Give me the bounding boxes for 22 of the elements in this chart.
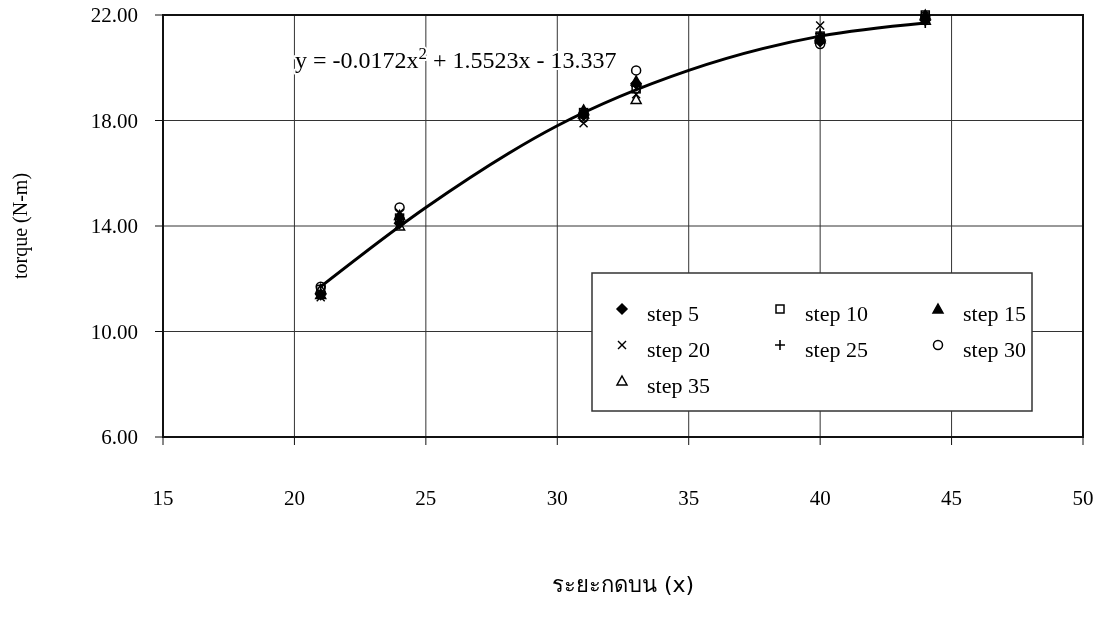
y-tick-label: 6.00 [101, 425, 138, 450]
y-tick-label: 22.00 [90, 3, 138, 28]
x-tick-label: 45 [941, 486, 963, 510]
x-tick-label: 15 [152, 486, 174, 510]
legend-label: step 15 [963, 301, 1026, 326]
x-tick-label: 25 [415, 486, 437, 510]
y-tick-label: 18.00 [90, 108, 138, 133]
x-tick-label: 50 [1072, 486, 1094, 510]
x-tick-label: 30 [546, 486, 568, 510]
y-tick-label: 14.00 [90, 214, 138, 239]
x-tick-label: 40 [809, 486, 831, 510]
x-tick-label: 35 [678, 486, 700, 510]
legend-label: step 35 [647, 373, 710, 398]
legend-label: step 30 [963, 337, 1026, 362]
legend-label: step 25 [805, 337, 868, 362]
y-axis-title: torque (N-m) [9, 172, 32, 280]
y-tick-label: 10.00 [90, 319, 138, 344]
legend-label: step 10 [805, 301, 868, 326]
legend-label: step 20 [647, 337, 710, 362]
x-axis-title: ระยะกดบน (x) [551, 572, 695, 597]
legend-label: step 5 [647, 301, 699, 326]
x-tick-label: 20 [283, 486, 305, 510]
